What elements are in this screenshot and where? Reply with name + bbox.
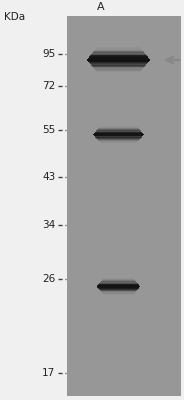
Bar <box>99 288 138 289</box>
Bar <box>98 139 139 140</box>
Text: A: A <box>97 2 105 12</box>
Bar <box>98 284 139 285</box>
Bar <box>98 287 139 288</box>
Bar <box>97 71 140 72</box>
Text: 55: 55 <box>42 124 55 134</box>
Bar <box>88 58 149 59</box>
Bar <box>98 285 139 286</box>
Bar <box>96 138 141 139</box>
Bar <box>102 280 135 281</box>
Bar <box>94 133 143 134</box>
Bar <box>95 136 142 137</box>
Bar <box>98 140 139 141</box>
Bar <box>91 64 146 65</box>
Bar <box>95 69 142 70</box>
Bar <box>99 289 138 290</box>
Bar <box>89 62 148 63</box>
Bar <box>102 293 135 294</box>
Bar <box>94 68 143 69</box>
Bar <box>94 135 143 136</box>
Text: KDa: KDa <box>4 12 25 22</box>
Bar <box>101 281 136 282</box>
Bar <box>89 56 148 58</box>
Bar <box>97 129 140 130</box>
Bar <box>96 70 141 72</box>
Bar <box>93 134 144 135</box>
Bar <box>102 292 135 293</box>
Bar <box>91 64 146 66</box>
Bar <box>99 128 138 129</box>
Bar <box>95 49 142 50</box>
Bar <box>87 60 150 61</box>
Bar <box>94 133 143 134</box>
Bar <box>98 287 139 288</box>
Bar <box>95 70 142 71</box>
Bar <box>97 286 140 287</box>
Bar <box>97 139 140 140</box>
Bar <box>98 128 139 129</box>
Bar <box>97 47 140 48</box>
Bar <box>92 53 145 54</box>
Bar <box>96 48 141 49</box>
Bar <box>102 279 135 280</box>
Bar <box>100 142 137 143</box>
Bar <box>101 291 136 292</box>
Bar <box>90 63 147 64</box>
Bar <box>96 137 141 138</box>
Bar <box>97 138 140 139</box>
Bar <box>100 290 137 291</box>
Bar <box>103 278 134 279</box>
Bar <box>98 288 139 289</box>
Bar <box>102 280 135 281</box>
Bar <box>95 136 142 138</box>
Bar <box>99 140 138 142</box>
Bar <box>91 54 146 55</box>
Text: 26: 26 <box>42 274 55 284</box>
Bar <box>95 50 142 51</box>
Bar <box>94 50 143 52</box>
Bar <box>92 65 145 66</box>
Bar <box>100 282 137 284</box>
Bar <box>91 55 146 56</box>
Bar <box>101 290 136 292</box>
Bar <box>93 134 144 135</box>
Text: 17: 17 <box>42 368 55 378</box>
Text: 34: 34 <box>42 220 55 230</box>
Bar <box>103 294 134 295</box>
Bar <box>100 126 137 127</box>
Bar <box>100 282 137 283</box>
Bar <box>88 60 149 62</box>
Bar <box>93 67 144 68</box>
Bar <box>87 59 150 60</box>
Bar <box>103 293 134 294</box>
Bar <box>100 127 137 128</box>
Bar <box>89 61 148 62</box>
Text: 95: 95 <box>42 49 55 59</box>
Text: 43: 43 <box>42 172 55 182</box>
Bar <box>93 52 144 53</box>
Bar <box>99 283 138 284</box>
Bar <box>93 51 144 52</box>
Bar <box>96 130 141 131</box>
Bar <box>97 286 140 287</box>
Bar <box>97 130 140 131</box>
Text: 72: 72 <box>42 81 55 91</box>
Bar <box>100 126 137 128</box>
Bar <box>103 279 134 280</box>
Bar <box>96 131 141 132</box>
Bar <box>89 57 148 58</box>
Bar <box>98 129 139 130</box>
Bar <box>100 141 137 142</box>
Bar <box>98 285 139 286</box>
Bar <box>67 16 181 396</box>
Bar <box>93 66 144 67</box>
Bar <box>95 132 142 133</box>
Bar <box>90 56 147 57</box>
